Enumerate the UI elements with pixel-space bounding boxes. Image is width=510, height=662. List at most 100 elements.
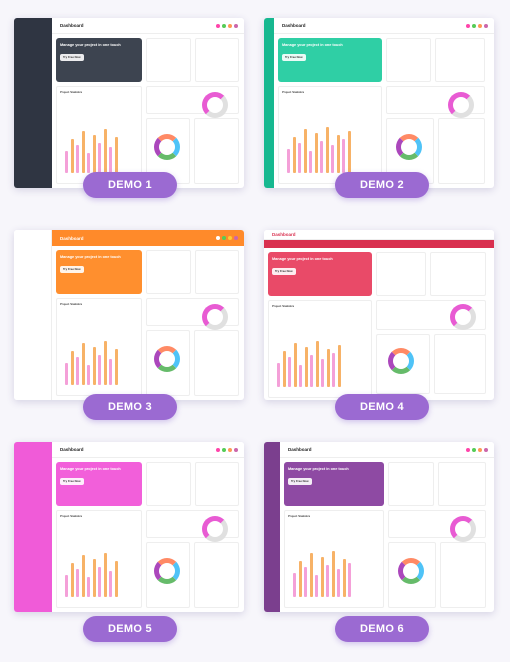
mini-chart-card [438, 462, 486, 506]
nav-bar [264, 240, 494, 248]
stats-card: Project Statistics [284, 510, 384, 608]
topbar: Dashboard [280, 442, 494, 458]
mini-chart-card [376, 252, 426, 296]
hero-text: Manage your project in one touch [282, 43, 343, 47]
bar-chart [65, 547, 118, 597]
sidebar [14, 230, 52, 400]
sidebar [264, 442, 280, 612]
stats-title: Project Statistics [272, 304, 295, 308]
sidebar [14, 442, 52, 612]
page-title: Dashboard [60, 235, 84, 241]
stats-title: Project Statistics [282, 90, 305, 94]
bar-chart [293, 547, 351, 597]
progress-ring [448, 92, 474, 118]
progress-ring [202, 516, 228, 542]
bar-chart [287, 123, 351, 173]
progress-ring [450, 304, 476, 330]
stats-card: Project Statistics [56, 298, 142, 396]
demo-5-button[interactable]: DEMO 5 [83, 616, 177, 642]
donut-chart [154, 134, 180, 160]
stats-title: Project Statistics [60, 302, 83, 306]
demo-3-button[interactable]: DEMO 3 [83, 394, 177, 420]
demo-3-preview[interactable]: Dashboard Manage your project in one tou… [14, 230, 244, 400]
donut-chart [154, 346, 180, 372]
topbar: Dashboard [52, 230, 244, 246]
header-icons [466, 23, 488, 28]
topbar: Dashboard [52, 18, 244, 34]
projects-card [194, 542, 239, 608]
stats-title: Project Statistics [60, 90, 83, 94]
projects-card [434, 334, 486, 394]
header-icons [466, 447, 488, 452]
hero-text: Manage your project in one touch [272, 257, 333, 261]
hero-button[interactable]: Try Free Now [272, 268, 296, 275]
header-icons [216, 447, 238, 452]
page-title: Dashboard [272, 232, 296, 237]
progress-ring [202, 304, 228, 330]
hero-banner: Manage your project in one touch Try Fre… [284, 462, 384, 506]
demo-2-preview[interactable]: Dashboard Manage your project in one tou… [264, 18, 494, 188]
stats-card: Project Statistics [268, 300, 372, 398]
hero-button[interactable]: Try Free Now [60, 266, 84, 273]
stats-title: Project Statistics [288, 514, 311, 518]
topbar: Dashboard [274, 18, 494, 34]
stats-card: Project Statistics [56, 86, 142, 184]
donut-chart [398, 558, 424, 584]
donut-card [376, 334, 430, 394]
projects-card [194, 118, 239, 184]
donut-chart [154, 558, 180, 584]
mini-chart-card [195, 462, 239, 506]
page-title: Dashboard [288, 447, 312, 452]
header-icons [216, 23, 238, 28]
hero-button[interactable]: Try Free Now [282, 54, 306, 61]
page-title: Dashboard [60, 447, 84, 452]
stats-title: Project Statistics [60, 514, 83, 518]
hero-text: Manage your project in one touch [60, 255, 121, 259]
projects-card [438, 118, 485, 184]
demo-4-preview[interactable]: Dashboard Manage your project in one tou… [264, 230, 494, 400]
projects-card [440, 542, 486, 608]
mini-chart-card [386, 38, 431, 82]
hero-banner: Manage your project in one touch Try Fre… [56, 462, 142, 506]
hero-text: Manage your project in one touch [288, 467, 349, 471]
hero-banner: Manage your project in one touch Try Fre… [56, 38, 142, 82]
progress-ring [202, 92, 228, 118]
hero-button[interactable]: Try Free Now [60, 54, 84, 61]
mini-chart-card [195, 38, 239, 82]
mini-chart-card [435, 38, 485, 82]
mini-chart-card [146, 462, 191, 506]
mini-chart-card [146, 250, 191, 294]
mini-chart-card [388, 462, 434, 506]
demo-4-button[interactable]: DEMO 4 [335, 394, 429, 420]
bar-chart [65, 123, 118, 173]
donut-chart [388, 348, 414, 374]
donut-chart [396, 134, 422, 160]
bar-chart [277, 337, 341, 387]
page-title: Dashboard [60, 23, 84, 28]
sidebar [14, 18, 52, 188]
progress-ring [450, 516, 476, 542]
hero-text: Manage your project in one touch [60, 43, 121, 47]
hero-banner: Manage your project in one touch Try Fre… [56, 250, 142, 294]
mini-chart-card [430, 252, 486, 296]
mini-chart-card [195, 250, 239, 294]
stats-card: Project Statistics [56, 510, 142, 608]
hero-text: Manage your project in one touch [60, 467, 121, 471]
page-title: Dashboard [282, 23, 306, 28]
hero-button[interactable]: Try Free Now [288, 478, 312, 485]
hero-button[interactable]: Try Free Now [60, 478, 84, 485]
demo-5-preview[interactable]: Dashboard Manage your project in one tou… [14, 442, 244, 612]
demo-2-button[interactable]: DEMO 2 [335, 172, 429, 198]
demo-1-button[interactable]: DEMO 1 [83, 172, 177, 198]
demo-1-preview[interactable]: Dashboard Manage your project in one tou… [14, 18, 244, 188]
topbar: Dashboard [52, 442, 244, 458]
demo-6-button[interactable]: DEMO 6 [335, 616, 429, 642]
brand-bar: Dashboard [264, 230, 494, 240]
mini-chart-card [146, 38, 191, 82]
bar-chart [65, 335, 118, 385]
projects-card [194, 330, 239, 396]
header-icons [216, 236, 238, 240]
hero-banner: Manage your project in one touch Try Fre… [278, 38, 382, 82]
demo-6-preview[interactable]: Dashboard Manage your project in one tou… [264, 442, 494, 612]
sidebar [264, 18, 274, 188]
